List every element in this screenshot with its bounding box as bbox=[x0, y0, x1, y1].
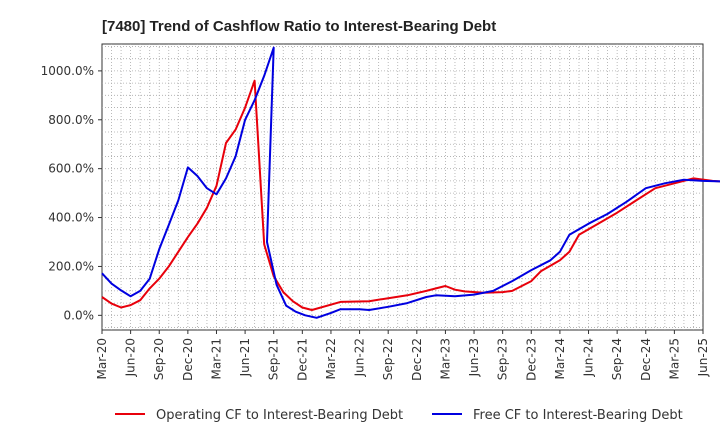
y-axis-ticks: 0.0% 200.0% 400.0% 600.0% 800.0% 1000.0% bbox=[41, 64, 102, 322]
x-tick-label: Mar-23 bbox=[438, 338, 452, 379]
x-tick-label: Dec-24 bbox=[639, 338, 653, 381]
y-tick-label: 800.0% bbox=[48, 113, 94, 127]
x-tick-label: Jun-25 bbox=[696, 338, 710, 377]
x-tick-label: Sep-20 bbox=[152, 338, 166, 380]
x-tick-label: Jun-23 bbox=[467, 338, 481, 377]
y-tick-label: 200.0% bbox=[48, 259, 94, 273]
chart-title: [7480] Trend of Cashflow Ratio to Intere… bbox=[102, 18, 496, 35]
x-tick-label: Jun-21 bbox=[238, 338, 252, 377]
x-tick-label: Sep-23 bbox=[496, 338, 510, 380]
x-tick-label: Sep-21 bbox=[267, 338, 281, 380]
x-tick-label: Sep-22 bbox=[381, 338, 395, 380]
plot-frame bbox=[101, 43, 704, 331]
x-tick-label: Jun-22 bbox=[353, 338, 367, 377]
legend: Operating CF to Interest-Bearing Debt Fre… bbox=[115, 408, 683, 423]
x-tick-label: Sep-24 bbox=[610, 338, 624, 380]
legend-label-free-cf: Free CF to Interest-Bearing Debt bbox=[473, 408, 683, 423]
x-tick-label: Mar-22 bbox=[324, 338, 338, 379]
y-tick-label: 1000.0% bbox=[41, 64, 94, 78]
operating-cf-line bbox=[101, 79, 720, 311]
series-lines bbox=[101, 46, 720, 319]
x-tick-label: Jun-24 bbox=[582, 338, 596, 377]
free-cf-line bbox=[101, 46, 720, 319]
plot-area bbox=[101, 43, 704, 331]
x-tick-label: Dec-21 bbox=[295, 338, 309, 381]
x-tick-label: Dec-23 bbox=[524, 338, 538, 381]
legend-label-operating-cf: Operating CF to Interest-Bearing Debt bbox=[156, 408, 403, 423]
x-tick-label: Jun-20 bbox=[124, 338, 138, 377]
x-axis-ticks: Mar-20 Jun-20 Sep-20 Dec-20 Mar-21 Jun-21 Sep-… bbox=[95, 330, 710, 381]
x-tick-label: Mar-20 bbox=[95, 338, 109, 379]
x-tick-label: Dec-20 bbox=[181, 338, 195, 381]
x-tick-label: Mar-24 bbox=[553, 338, 567, 379]
y-tick-label: 400.0% bbox=[48, 211, 94, 225]
y-tick-label: 0.0% bbox=[64, 308, 95, 322]
x-tick-label: Mar-21 bbox=[209, 338, 223, 379]
x-tick-label: Dec-22 bbox=[410, 338, 424, 381]
y-tick-label: 600.0% bbox=[48, 162, 94, 176]
grid-lines bbox=[102, 44, 703, 330]
x-tick-label: Mar-25 bbox=[667, 338, 681, 379]
